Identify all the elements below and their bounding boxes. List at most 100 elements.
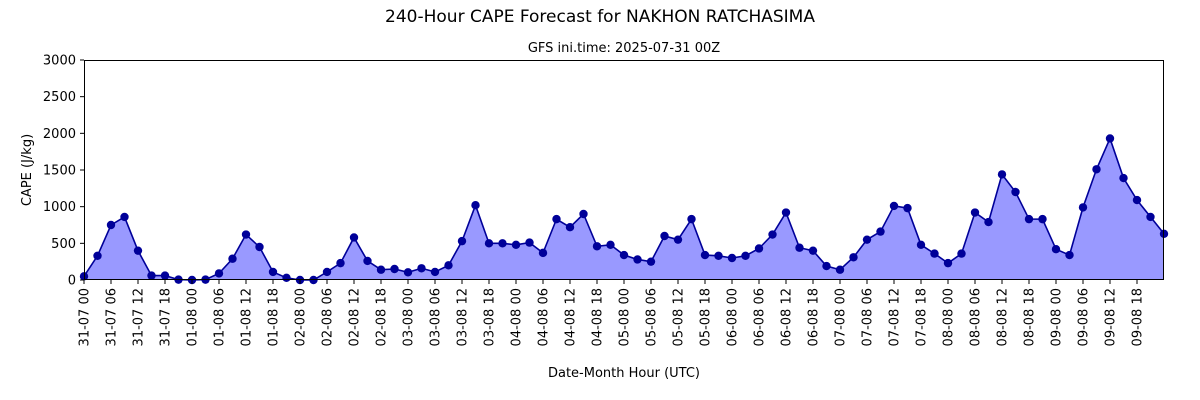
data-point	[120, 212, 129, 222]
data-point	[835, 265, 845, 274]
data-point	[228, 254, 237, 263]
data-point	[997, 170, 1007, 179]
x-tick-label: 08-08 12	[996, 288, 1011, 346]
x-tick-label: 31-07 12	[132, 288, 147, 346]
y-tick-label: 2500	[43, 90, 76, 105]
x-tick-label: 08-08 18	[1023, 288, 1038, 346]
data-point	[1105, 134, 1115, 143]
data-point	[646, 257, 656, 266]
data-point	[727, 253, 737, 263]
x-tick-label: 08-08 00	[942, 288, 957, 346]
data-point	[498, 239, 507, 248]
x-axis-ticks: 31-07 00 31-07 06 31-07 12 31-07 18 01-08 00…	[78, 280, 1146, 346]
chart-subtitle: GFS ini.time: 2025-07-31 00Z	[528, 41, 720, 56]
data-point	[673, 235, 683, 244]
x-tick-label: 09-08 18	[1131, 288, 1146, 346]
x-tick-label: 08-08 06	[969, 288, 984, 346]
data-point	[160, 271, 170, 280]
x-tick-label: 02-08 06	[321, 288, 336, 346]
x-tick-label: 01-08 06	[213, 288, 228, 346]
data-point	[930, 249, 939, 258]
data-point	[1065, 250, 1074, 260]
data-point	[1024, 214, 1034, 224]
x-tick-label: 04-08 12	[564, 288, 579, 346]
x-tick-label: 02-08 00	[294, 288, 309, 346]
data-point	[525, 238, 534, 247]
x-tick-label: 07-08 00	[834, 288, 849, 346]
data-point	[957, 249, 966, 258]
data-point	[633, 255, 642, 264]
x-axis-label: Date-Month Hour (UTC)	[548, 366, 700, 381]
data-point	[1011, 187, 1020, 197]
data-point	[1078, 203, 1088, 212]
x-tick-label: 05-08 12	[672, 288, 687, 346]
data-point	[538, 248, 548, 258]
data-point	[457, 236, 467, 246]
data-point	[700, 250, 710, 260]
data-point	[322, 267, 332, 277]
y-tick-label: 0	[68, 274, 76, 289]
data-point	[336, 258, 345, 268]
x-tick-label: 31-07 00	[78, 288, 93, 346]
data-point	[660, 231, 669, 241]
data-point	[970, 208, 980, 217]
data-point	[1092, 165, 1101, 174]
x-tick-label: 04-08 18	[591, 288, 606, 346]
data-point	[106, 220, 116, 230]
data-point	[592, 242, 602, 251]
x-tick-label: 06-08 00	[726, 288, 741, 346]
data-point	[390, 264, 399, 274]
x-tick-label: 01-08 12	[240, 288, 255, 346]
data-point	[255, 242, 264, 252]
x-tick-label: 31-07 18	[159, 288, 174, 346]
data-point	[781, 208, 791, 217]
x-tick-label: 03-08 06	[429, 288, 444, 346]
x-tick-label: 04-08 06	[537, 288, 552, 346]
data-point	[349, 233, 359, 242]
data-point	[147, 271, 156, 280]
data-point	[417, 264, 426, 273]
x-tick-label: 03-08 00	[402, 288, 417, 346]
x-tick-label: 05-08 18	[699, 288, 714, 346]
y-tick-label: 500	[51, 237, 76, 252]
x-tick-label: 09-08 12	[1104, 288, 1119, 346]
data-point	[268, 267, 278, 277]
y-axis-label: CAPE (J/kg)	[20, 134, 35, 206]
x-tick-label: 06-08 18	[807, 288, 822, 346]
y-tick-label: 3000	[43, 54, 76, 69]
data-point	[822, 261, 831, 271]
x-tick-label: 02-08 12	[348, 288, 363, 346]
x-tick-label: 31-07 06	[105, 288, 120, 346]
x-tick-label: 09-08 06	[1077, 288, 1092, 346]
x-tick-label: 01-08 00	[186, 288, 201, 346]
data-point	[903, 203, 912, 213]
data-point	[241, 230, 251, 239]
x-tick-label: 06-08 06	[753, 288, 768, 346]
data-point	[876, 227, 885, 236]
x-tick-label: 03-08 12	[456, 288, 471, 346]
data-point	[282, 273, 291, 282]
data-point	[484, 239, 494, 248]
x-tick-label: 06-08 12	[780, 288, 795, 346]
data-point	[808, 246, 818, 255]
x-tick-label: 04-08 00	[510, 288, 525, 346]
data-point	[552, 214, 561, 224]
data-point	[606, 240, 615, 249]
cape-area	[84, 138, 1164, 280]
x-tick-label: 09-08 00	[1050, 288, 1065, 346]
y-tick-label: 1000	[43, 200, 76, 215]
data-point	[916, 240, 926, 249]
chart-title: 240-Hour CAPE Forecast for NAKHON RATCHA…	[385, 7, 815, 27]
x-tick-label: 02-08 18	[375, 288, 390, 346]
x-tick-label: 07-08 12	[888, 288, 903, 346]
x-tick-label: 07-08 18	[915, 288, 930, 346]
marker-layer	[79, 134, 1169, 285]
data-point	[403, 268, 413, 277]
x-tick-label: 03-08 18	[483, 288, 498, 346]
data-point	[862, 235, 872, 244]
data-point	[984, 217, 993, 227]
area-layer	[84, 138, 1164, 280]
y-axis-ticks: 0 500 1000 1500 2000 2500 3000	[43, 54, 84, 289]
data-point	[1132, 195, 1142, 205]
data-point	[93, 251, 102, 260]
